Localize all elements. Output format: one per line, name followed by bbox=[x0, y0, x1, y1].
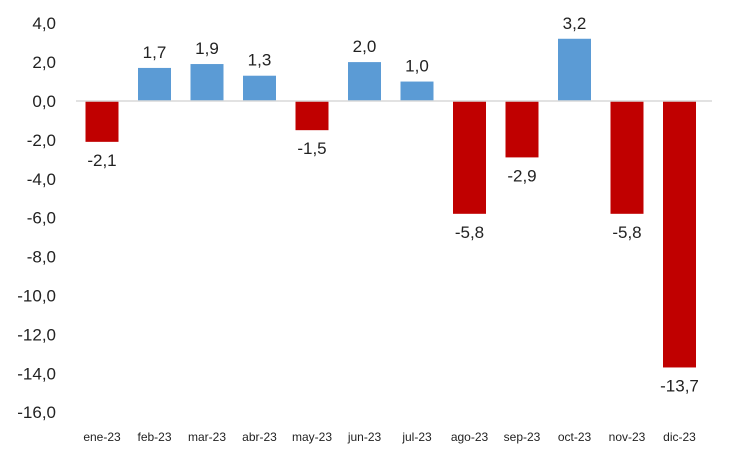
y-tick-label: 0,0 bbox=[32, 92, 56, 111]
y-tick-label: -14,0 bbox=[17, 364, 56, 383]
data-label: -5,8 bbox=[455, 223, 484, 242]
bar-oct-23 bbox=[558, 38, 591, 101]
data-label: -1,5 bbox=[297, 139, 326, 158]
x-tick-label: mar-23 bbox=[188, 430, 226, 444]
bar-jul-23 bbox=[400, 81, 434, 101]
bar-nov-23 bbox=[610, 101, 644, 214]
x-tick-label: dic-23 bbox=[663, 430, 696, 444]
data-label: -2,9 bbox=[507, 166, 536, 185]
data-label: 3,2 bbox=[563, 14, 587, 33]
bar-abr-23 bbox=[243, 75, 276, 101]
y-tick-label: -4,0 bbox=[27, 170, 56, 189]
bar-jun-23 bbox=[348, 62, 381, 101]
y-tick-label: -2,0 bbox=[27, 131, 56, 150]
data-label: -2,1 bbox=[87, 151, 116, 170]
data-label: -13,7 bbox=[660, 376, 699, 395]
x-tick-label: abr-23 bbox=[242, 430, 277, 444]
x-tick-label: ene-23 bbox=[83, 430, 121, 444]
y-tick-label: -16,0 bbox=[17, 403, 56, 422]
y-tick-label: -8,0 bbox=[27, 248, 56, 267]
bar-ago-23 bbox=[453, 101, 486, 214]
data-label: 1,3 bbox=[248, 51, 272, 70]
bar-feb-23 bbox=[138, 67, 171, 101]
bar-may-23 bbox=[295, 101, 329, 131]
x-tick-label: feb-23 bbox=[137, 430, 171, 444]
x-tick-label: sep-23 bbox=[504, 430, 541, 444]
data-label: 1,9 bbox=[195, 39, 219, 58]
x-tick-label: nov-23 bbox=[609, 430, 646, 444]
bar-dic-23 bbox=[663, 101, 696, 368]
data-label: 1,0 bbox=[405, 57, 429, 76]
data-label: 2,0 bbox=[353, 37, 377, 56]
bar-sep-23 bbox=[505, 101, 539, 158]
x-tick-label: may-23 bbox=[292, 430, 332, 444]
data-label: 1,7 bbox=[143, 43, 167, 62]
y-tick-label: 4,0 bbox=[32, 14, 56, 33]
bar-mar-23 bbox=[190, 64, 224, 101]
x-tick-label: oct-23 bbox=[558, 430, 592, 444]
x-tick-label: jun-23 bbox=[347, 430, 382, 444]
bar-ene-23 bbox=[85, 101, 119, 142]
x-tick-label: jul-23 bbox=[401, 430, 432, 444]
data-label: -5,8 bbox=[612, 223, 641, 242]
y-tick-label: -6,0 bbox=[27, 209, 56, 228]
x-tick-label: ago-23 bbox=[451, 430, 489, 444]
y-tick-label: 2,0 bbox=[32, 53, 56, 72]
y-tick-label: -12,0 bbox=[17, 325, 56, 344]
y-tick-label: -10,0 bbox=[17, 287, 56, 306]
